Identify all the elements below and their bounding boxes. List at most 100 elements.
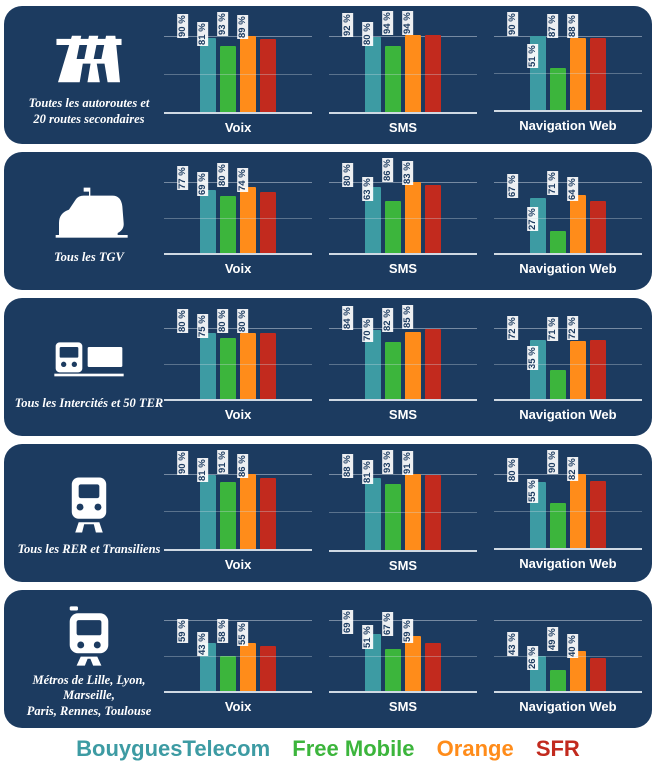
metric-group-voix: 90 % 81 % 93 % 89 % Voix — [164, 36, 312, 130]
bar-free-mobile[interactable]: 81 % — [220, 46, 236, 112]
bar-free-mobile[interactable]: 81 % — [220, 482, 236, 548]
groups-wrap: 80 % 75 % 80 % 80 % Voix 84 % 70 % 82 % 85 % SMS 7… — [164, 298, 642, 436]
icon-column: Toutes les autoroutes et 20 routes second… — [14, 6, 164, 144]
bar-sfr[interactable]: 74 % — [260, 192, 276, 253]
bar-free-mobile[interactable]: 35 % — [550, 370, 566, 399]
bar-sfr[interactable]: 88 % — [590, 38, 606, 110]
bar-sfr[interactable]: 83 % — [425, 185, 441, 253]
bars-container: 90 % 81 % 93 % 89 % — [164, 36, 312, 114]
bar-sfr[interactable]: 86 % — [260, 478, 276, 549]
bar-orange[interactable]: 71 % — [570, 195, 586, 253]
bar-free-mobile[interactable]: 51 % — [385, 649, 401, 691]
bar-value-label: 84 % — [342, 306, 353, 330]
legend-orange[interactable]: Orange — [437, 736, 514, 761]
bar-bouyguestelecom[interactable]: 92 % — [365, 37, 381, 112]
bar-value-label: 87 % — [547, 15, 558, 39]
dashboard-root: Toutes les autoroutes et 20 routes second… — [0, 0, 656, 768]
bar-bouyguestelecom[interactable]: 80 % — [200, 333, 216, 399]
group-label-sms: SMS — [389, 699, 417, 714]
bar-bouyguestelecom[interactable]: 90 % — [200, 475, 216, 549]
bar-value-label: 80 % — [342, 164, 353, 188]
bar-sfr[interactable]: 40 % — [590, 658, 606, 691]
bar-free-mobile[interactable]: 75 % — [220, 338, 236, 400]
bar-value-label: 55 % — [527, 479, 538, 503]
bar-sfr[interactable]: 55 % — [260, 646, 276, 691]
bar-free-mobile[interactable]: 26 % — [550, 670, 566, 691]
legend-row: BouyguesTelecom Free Mobile Orange SFR — [0, 736, 656, 762]
row-card-4: Métros de Lille, Lyon, Marseille, Paris, … — [4, 590, 652, 728]
bar-sfr[interactable]: 91 % — [425, 475, 441, 550]
bar-bouyguestelecom[interactable]: 88 % — [365, 478, 381, 550]
bar-value-label: 80 % — [507, 459, 518, 483]
bar-value-label: 94 % — [382, 11, 393, 35]
bar-value-label: 77 % — [177, 166, 188, 190]
bar-free-mobile[interactable]: 43 % — [220, 656, 236, 691]
legend-free[interactable]: Free Mobile — [292, 736, 414, 761]
bar-sfr[interactable]: 82 % — [590, 481, 606, 548]
bar-sfr[interactable]: 72 % — [590, 340, 606, 399]
metric-group-navigation-web: 80 % 55 % 90 % 82 % Navigation Web — [494, 474, 642, 568]
group-label-navigation-web: Navigation Web — [519, 699, 616, 714]
group-label-navigation-web: Navigation Web — [519, 407, 616, 422]
group-label-voix: Voix — [225, 261, 252, 276]
bar-free-mobile[interactable]: 27 % — [550, 231, 566, 253]
group-label-sms: SMS — [389, 407, 417, 422]
bar-orange[interactable]: 80 % — [240, 187, 256, 253]
bar-value-label: 92 % — [342, 13, 353, 37]
bars-container: 90 % 81 % 91 % 86 % — [164, 474, 312, 551]
icon-column: Tous les RER et Transiliens — [14, 444, 164, 582]
bar-value-label: 93 % — [382, 450, 393, 474]
bar-orange[interactable]: 91 % — [240, 474, 256, 549]
bar-orange[interactable]: 93 % — [240, 36, 256, 112]
bar-free-mobile[interactable]: 81 % — [385, 484, 401, 550]
bar-orange[interactable]: 82 % — [405, 332, 421, 399]
legend-sfr[interactable]: SFR — [536, 736, 580, 761]
bar-sfr[interactable]: 64 % — [590, 201, 606, 253]
groups-wrap: 59 % 43 % 58 % 55 % Voix 69 % 51 % 67 % 59 % SMS 4… — [164, 590, 642, 728]
bars-container: 80 % 63 % 86 % 83 % — [329, 182, 477, 255]
group-label-sms: SMS — [389, 261, 417, 276]
bar-sfr[interactable]: 94 % — [425, 35, 441, 112]
bar-free-mobile[interactable]: 80 % — [385, 46, 401, 112]
bar-orange[interactable]: 90 % — [570, 474, 586, 548]
bar-orange[interactable]: 94 % — [405, 35, 421, 112]
bars-container: 72 % 35 % 71 % 72 % — [494, 328, 642, 401]
bars-container: 90 % 51 % 87 % 88 % — [494, 36, 642, 112]
bar-value-label: 80 % — [237, 310, 248, 334]
bar-free-mobile[interactable]: 63 % — [385, 201, 401, 253]
bar-orange[interactable]: 71 % — [570, 341, 586, 399]
bar-sfr[interactable]: 80 % — [260, 333, 276, 399]
group-label-navigation-web: Navigation Web — [519, 556, 616, 571]
bar-orange[interactable]: 86 % — [405, 182, 421, 253]
metric-group-navigation-web: 72 % 35 % 71 % 72 % Navigation Web — [494, 328, 642, 422]
bar-value-label: 80 % — [217, 310, 228, 334]
bar-free-mobile[interactable]: 55 % — [550, 503, 566, 548]
bars-container: 80 % 75 % 80 % 80 % — [164, 328, 312, 401]
metric-group-sms: 92 % 80 % 94 % 94 % SMS — [329, 36, 477, 130]
metric-group-sms: 88 % 81 % 93 % 91 % SMS — [329, 474, 477, 568]
bar-orange[interactable]: 58 % — [240, 643, 256, 691]
bar-bouyguestelecom[interactable]: 90 % — [200, 38, 216, 112]
intercites-icon — [49, 328, 129, 390]
bar-free-mobile[interactable]: 69 % — [220, 196, 236, 253]
bar-orange[interactable]: 93 % — [405, 474, 421, 550]
bar-bouyguestelecom[interactable]: 77 % — [200, 190, 216, 253]
row-card-0: Toutes les autoroutes et 20 routes second… — [4, 6, 652, 144]
bar-value-label: 74 % — [237, 169, 248, 193]
legend-bouygues[interactable]: BouyguesTelecom — [76, 736, 270, 761]
tgv-icon — [49, 182, 129, 244]
bar-free-mobile[interactable]: 70 % — [385, 342, 401, 399]
bar-orange[interactable]: 87 % — [570, 38, 586, 109]
bar-value-label: 86 % — [237, 454, 248, 478]
bar-sfr[interactable]: 59 % — [425, 643, 441, 691]
bars-container: 84 % 70 % 82 % 85 % — [329, 328, 477, 401]
bar-sfr[interactable]: 85 % — [425, 329, 441, 399]
bar-orange[interactable]: 80 % — [240, 333, 256, 399]
bar-sfr[interactable]: 89 % — [260, 39, 276, 112]
metric-group-voix: 77 % 69 % 80 % 74 % Voix — [164, 182, 312, 276]
bar-value-label: 89 % — [237, 15, 248, 39]
bar-free-mobile[interactable]: 51 % — [550, 68, 566, 110]
bar-orange[interactable]: 67 % — [405, 636, 421, 691]
metric-group-navigation-web: 90 % 51 % 87 % 88 % Navigation Web — [494, 36, 642, 130]
icon-column: Métros de Lille, Lyon, Marseille, Paris, … — [14, 590, 164, 728]
